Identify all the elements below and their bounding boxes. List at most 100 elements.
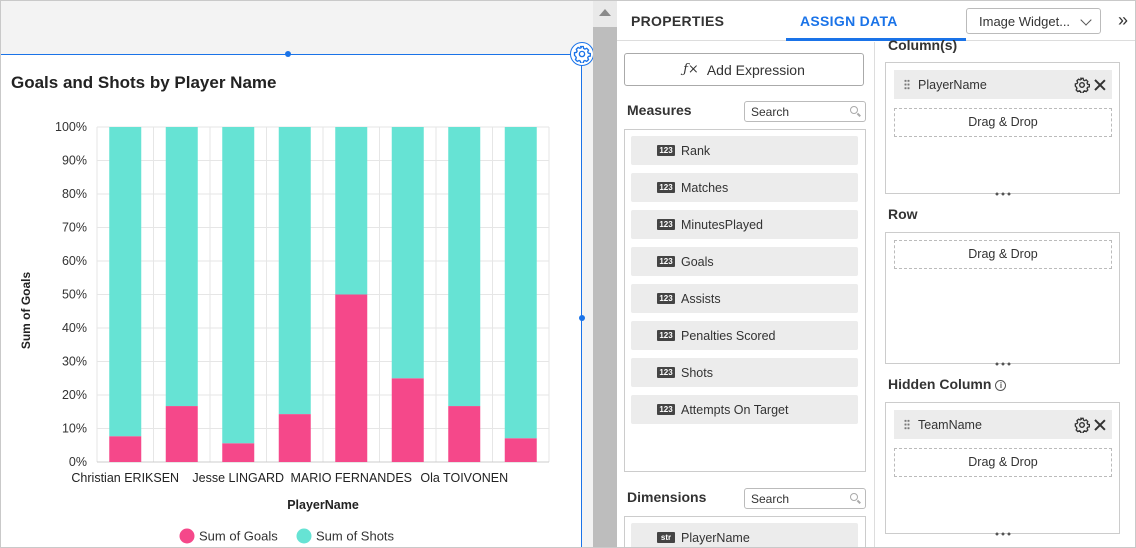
legend-label: Sum of Goals — [199, 529, 278, 544]
scrollbar-thumb[interactable] — [593, 27, 617, 547]
search-icon — [850, 493, 858, 501]
dimension-label: PlayerName — [681, 530, 750, 545]
measure-label: Matches — [681, 180, 729, 195]
measure-item[interactable]: 123 Attempts On Target — [631, 395, 858, 424]
chevron-down-icon — [1080, 14, 1092, 26]
measure-type-icon: 123 — [657, 219, 675, 230]
widget-settings-button[interactable] — [570, 42, 594, 66]
drag-handle-icon[interactable] — [904, 419, 910, 430]
add-expression-button[interactable]: ƒ× Add Expression — [624, 53, 864, 86]
dimension-item[interactable]: str PlayerName — [631, 523, 858, 547]
y-tick-label: 70% — [62, 221, 87, 235]
widget-type-select[interactable]: Image Widget... — [966, 8, 1101, 34]
bar-sum-of-shots — [278, 127, 311, 415]
bar-sum-of-goals — [391, 378, 424, 462]
columns-title: Column(s) — [888, 37, 958, 53]
gear-icon[interactable] — [1074, 77, 1090, 93]
bar-sum-of-goals — [335, 294, 368, 462]
row-drop-box: Drag & Drop — [885, 232, 1120, 367]
measures-title: Measures — [627, 102, 692, 118]
measure-type-icon: 123 — [657, 256, 675, 267]
measure-item[interactable]: 123 MinutesPlayed — [631, 210, 858, 239]
measure-type-icon: 123 — [657, 293, 675, 304]
hidden-column-drop-zone[interactable]: Drag & Drop — [894, 448, 1112, 477]
bar-sum-of-shots — [504, 127, 537, 439]
y-tick-label: 20% — [62, 388, 87, 402]
bar-sum-of-goals — [504, 438, 537, 462]
measures-search-placeholder: Search — [751, 105, 790, 119]
y-tick-label: 100% — [55, 120, 87, 134]
fields-column: ƒ× Add Expression Measures Search 123 Ran… — [617, 42, 875, 547]
chart-widget[interactable]: Goals and Shots by Player Name 0% 10% 20% 3… — [1, 54, 582, 547]
bar-sum-of-shots — [335, 127, 368, 295]
info-icon[interactable]: i — [995, 380, 1007, 391]
measure-item[interactable]: 123 Goals — [631, 247, 858, 276]
hidden-column-label: Hidden Column — [888, 376, 992, 392]
measure-item[interactable]: 123 Rank — [631, 136, 858, 165]
tab-properties[interactable]: PROPERTIES — [631, 13, 725, 29]
x-axis-title: PlayerName — [287, 498, 359, 512]
bar-sum-of-goals — [165, 406, 198, 462]
collapse-panel-icon[interactable]: » — [1117, 10, 1128, 30]
scroll-up-icon[interactable] — [599, 9, 611, 16]
measure-label: Rank — [681, 143, 711, 158]
bar-sum-of-shots — [391, 127, 424, 379]
hidden-column-title: Hidden Column i — [888, 376, 1007, 392]
measure-label: Attempts On Target — [681, 402, 789, 417]
measure-item[interactable]: 123 Assists — [631, 284, 858, 313]
assigned-hidden-column-item[interactable]: TeamName — [894, 410, 1112, 439]
x-tick-label: Jesse LINGARD — [192, 471, 284, 485]
y-tick-label: 90% — [62, 154, 87, 168]
bar-sum-of-goals — [109, 436, 142, 462]
x-tick-label: MARIO FERNANDES — [290, 471, 412, 485]
bar-sum-of-shots — [109, 127, 142, 437]
tab-assign-data[interactable]: ASSIGN DATA — [800, 13, 898, 29]
row-title: Row — [888, 206, 918, 222]
bar-sum-of-goals — [448, 406, 481, 462]
assigned-column-label: PlayerName — [918, 77, 987, 92]
gear-icon — [573, 45, 591, 63]
y-tick-label: 80% — [62, 187, 87, 201]
y-tick-label: 50% — [62, 288, 87, 302]
columns-drop-box: PlayerName Drag & Drop — [885, 62, 1120, 197]
y-tick-label: 30% — [62, 355, 87, 369]
measure-type-icon: 123 — [657, 182, 675, 193]
drag-handle-icon[interactable] — [904, 79, 910, 90]
assigned-hidden-label: TeamName — [918, 417, 982, 432]
dimensions-search-input[interactable]: Search — [744, 488, 866, 509]
assigned-column-item[interactable]: PlayerName — [894, 70, 1112, 99]
legend-marker — [296, 528, 312, 544]
chart-title: Goals and Shots by Player Name — [11, 73, 277, 92]
widget-type-value: Image Widget... — [979, 14, 1071, 29]
resize-dots-icon[interactable] — [994, 191, 1012, 197]
gear-icon[interactable] — [1074, 417, 1090, 433]
columns-drop-zone[interactable]: Drag & Drop — [894, 108, 1112, 137]
close-icon[interactable] — [1094, 79, 1106, 91]
dashboard-canvas: Goals and Shots by Player Name 0% 10% 20% 3… — [1, 1, 594, 547]
dimension-type-icon: str — [657, 532, 675, 543]
resize-dots-icon[interactable] — [994, 361, 1012, 367]
x-tick-label: Ola TOIVONEN — [420, 471, 508, 485]
measure-item[interactable]: 123 Shots — [631, 358, 858, 387]
y-tick-label: 0% — [69, 455, 87, 469]
measure-item[interactable]: 123 Penalties Scored — [631, 321, 858, 350]
legend-marker — [179, 528, 195, 544]
measure-item[interactable]: 123 Matches — [631, 173, 858, 202]
measure-label: MinutesPlayed — [681, 217, 763, 232]
resize-handle-right[interactable] — [579, 315, 585, 321]
resize-handle-top[interactable] — [285, 51, 291, 57]
bar-sum-of-shots — [448, 127, 481, 407]
bar-sum-of-shots — [222, 127, 255, 444]
measure-type-icon: 123 — [657, 330, 675, 341]
measures-search-input[interactable]: Search — [744, 101, 866, 122]
row-drop-zone[interactable]: Drag & Drop — [894, 240, 1112, 269]
measure-label: Penalties Scored — [681, 328, 776, 343]
assignment-column: Column(s) PlayerName Drag & Drop Row Dra… — [875, 37, 1135, 547]
resize-dots-icon[interactable] — [994, 531, 1012, 537]
close-icon[interactable] — [1094, 419, 1106, 431]
canvas-scrollbar[interactable] — [593, 1, 617, 547]
active-tab-indicator — [786, 38, 966, 41]
measure-label: Assists — [681, 291, 721, 306]
function-icon: ƒ× — [683, 62, 699, 77]
chart: 0% 10% 20% 30% 40% 50% 60% 70% 80% 90% 100% Christi… — [19, 120, 550, 544]
